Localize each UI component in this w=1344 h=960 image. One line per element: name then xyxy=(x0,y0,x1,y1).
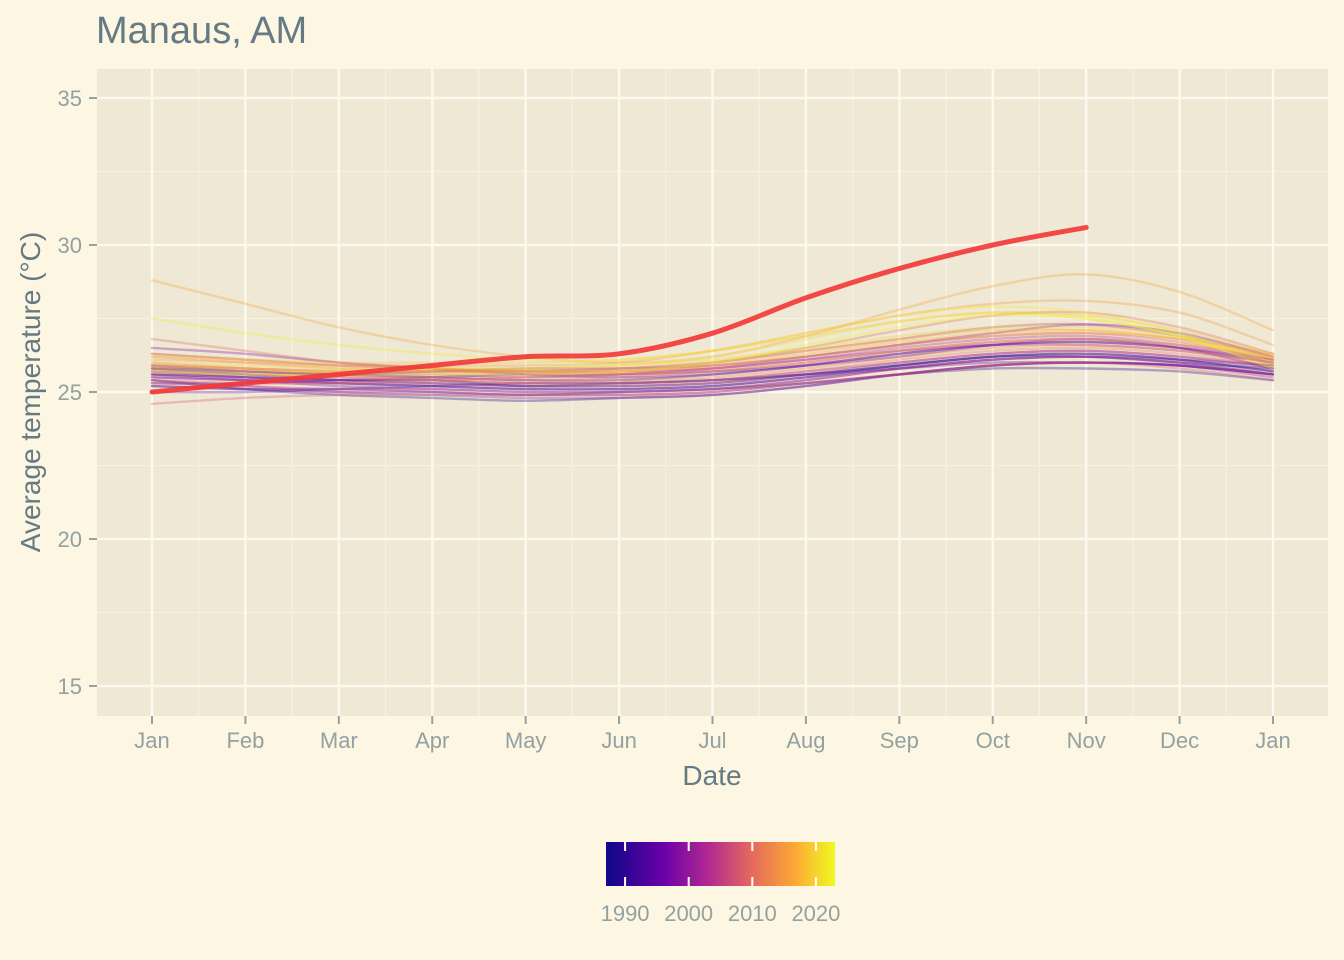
y-tick-label: 20 xyxy=(58,527,82,552)
series-line-2009 xyxy=(150,331,1275,385)
series-line-2010 xyxy=(150,310,1275,374)
series-line-2013 xyxy=(150,337,1275,376)
colorbar-ticks: 1990 2000 2010 2020 xyxy=(601,842,840,926)
colorbar xyxy=(606,842,835,886)
y-axis: 15 20 25 30 35 xyxy=(58,86,97,699)
series-line-1999 xyxy=(150,361,1275,397)
series-line-1998 xyxy=(150,340,1275,379)
color-legend: 1990 2000 2010 2020 xyxy=(601,842,840,926)
y-axis-title: Average temperature (°C) xyxy=(15,232,46,552)
series-line-2000 xyxy=(150,361,1275,400)
colorbar-label: 1990 xyxy=(601,901,650,926)
chart-title: Manaus, AM xyxy=(96,10,307,52)
colorbar-label: 2010 xyxy=(728,901,777,926)
series-line-1987 xyxy=(150,354,1275,388)
colorbar-label: 2020 xyxy=(791,901,840,926)
series-line-2017 xyxy=(150,328,1275,374)
x-tick-label: Mar xyxy=(320,728,358,753)
x-tick-label: Jan xyxy=(1255,728,1290,753)
x-tick-label: May xyxy=(505,728,547,753)
x-axis: Jan Feb Mar Apr May Jun Jul Aug Sep Oct Nov Dec Jan xyxy=(134,716,1291,753)
x-tick-label: Feb xyxy=(226,728,264,753)
series-line-2005 xyxy=(150,322,1275,373)
x-tick-label: Aug xyxy=(786,728,825,753)
y-tick-label: 15 xyxy=(58,674,82,699)
series-line-1993 xyxy=(150,360,1275,394)
highlight-series xyxy=(149,224,1089,395)
series-line-1988 xyxy=(150,361,1275,403)
series-line-2019 xyxy=(150,311,1275,365)
series-line-2016 xyxy=(150,273,1275,364)
x-tick-label: Dec xyxy=(1160,728,1199,753)
grid-lines xyxy=(97,69,1328,716)
x-tick-label: Nov xyxy=(1067,728,1106,753)
series-line-1992 xyxy=(150,352,1275,391)
series-line-2001 xyxy=(150,349,1275,385)
series-line-1996 xyxy=(150,355,1275,394)
series-line-2008 xyxy=(150,361,1275,405)
series-line-2022 xyxy=(150,305,1275,364)
series-line-2004 xyxy=(150,349,1275,388)
series-line-1995 xyxy=(150,337,1275,385)
colorbar-label: 2000 xyxy=(664,901,713,926)
y-tick-label: 35 xyxy=(58,86,82,111)
series-line-1990 xyxy=(150,352,1275,388)
x-tick-label: Jun xyxy=(601,728,636,753)
x-tick-label: Apr xyxy=(415,728,449,753)
x-tick-label: Oct xyxy=(976,728,1010,753)
series-line-1994 xyxy=(150,355,1275,391)
highlight-series-line xyxy=(149,224,1089,395)
series-line-2015 xyxy=(150,299,1275,367)
x-axis-title: Date xyxy=(682,760,741,791)
series-line-2007 xyxy=(150,337,1275,382)
series-line-2018 xyxy=(150,327,1275,373)
x-tick-label: Jul xyxy=(698,728,726,753)
series-line-2021 xyxy=(150,311,1275,373)
series-line-2006 xyxy=(150,355,1275,394)
series-line-2003 xyxy=(150,334,1275,373)
y-tick-label: 30 xyxy=(58,233,82,258)
x-tick-label: Sep xyxy=(880,728,919,753)
series-line-2011 xyxy=(150,346,1275,385)
series-line-1989 xyxy=(150,366,1275,397)
series-line-2020 xyxy=(150,325,1275,370)
series-line-2014 xyxy=(150,331,1275,374)
y-tick-label: 25 xyxy=(58,380,82,405)
year-series-lines xyxy=(150,273,1275,405)
x-tick-label: Jan xyxy=(134,728,169,753)
